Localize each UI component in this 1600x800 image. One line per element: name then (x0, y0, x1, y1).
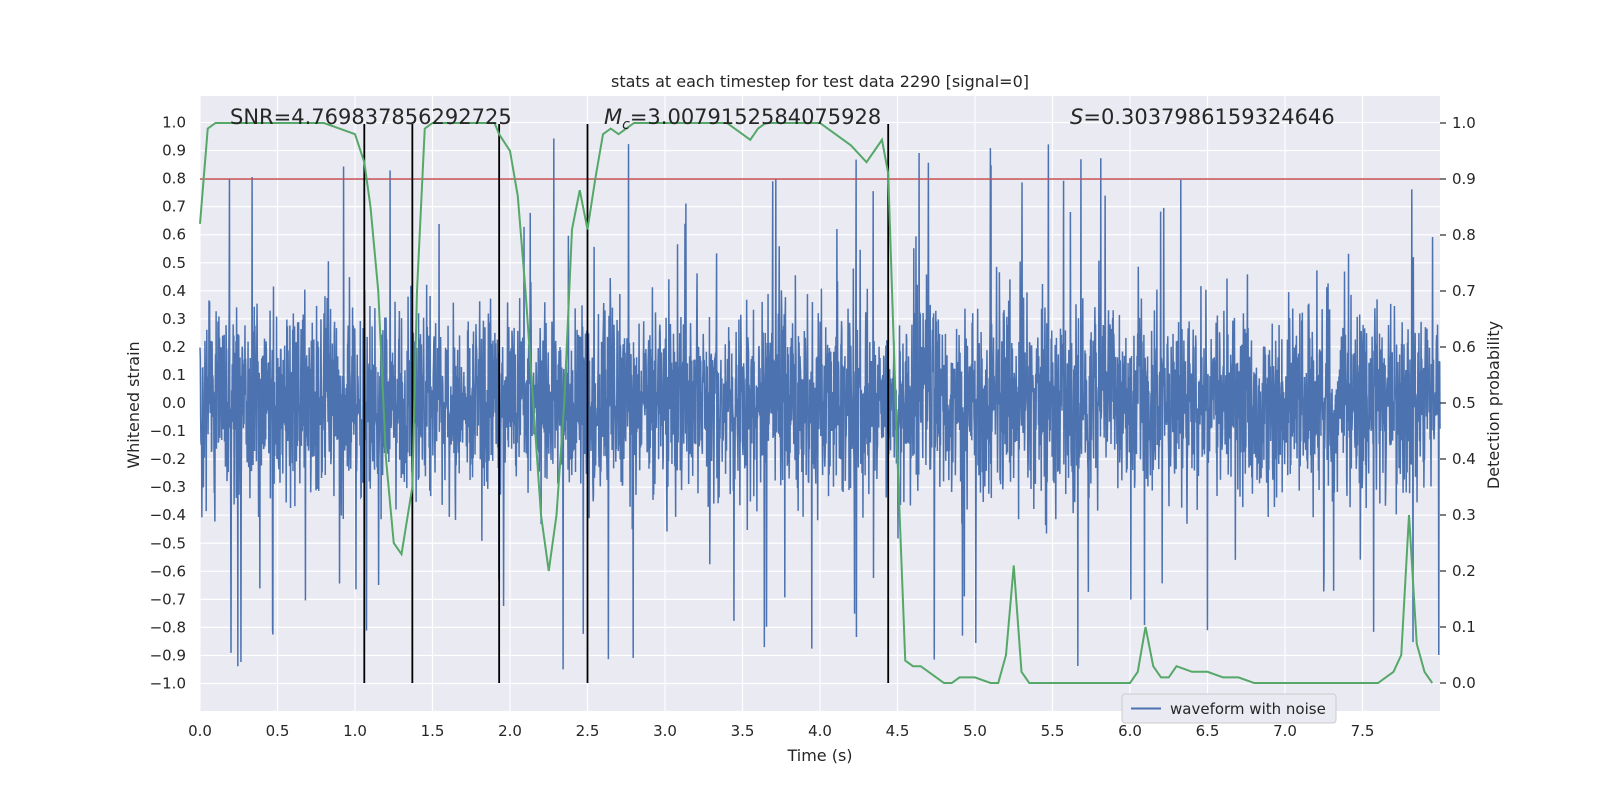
legend-label: waveform with noise (1170, 700, 1326, 718)
y-left-tick-label: 0.7 (162, 198, 186, 216)
y-right-tick-label: 0.6 (1452, 338, 1476, 356)
chart-title: stats at each timestep for test data 229… (611, 72, 1029, 91)
y-right-tick-label: 0.7 (1452, 282, 1476, 300)
x-axis-label: Time (s) (786, 746, 852, 765)
y-left-tick-label: −0.3 (150, 478, 186, 496)
y-left-tick-label: 0.6 (162, 226, 186, 244)
s-value: =0.3037986159324646 (1083, 105, 1334, 129)
x-tick-label: 6.5 (1196, 722, 1220, 740)
y-left-tick-label: −0.5 (150, 534, 186, 552)
y-axis-left-ticks: 1.0 0.9 0.8 0.7 0.6 0.5 0.4 0.3 0.2 0.1 0.0 −0.1 −0.… (150, 114, 186, 693)
y-left-tick-label: −0.4 (150, 506, 186, 524)
x-tick-label: 7.5 (1351, 722, 1375, 740)
y-left-tick-label: −0.1 (150, 422, 186, 440)
y-right-tick-label: 1.0 (1452, 114, 1476, 132)
probability-line (199, 122, 1434, 684)
y-left-tick-label: −0.6 (150, 562, 186, 580)
y-left-tick-label: 0.5 (162, 254, 186, 272)
s-symbol: S (1070, 105, 1083, 129)
chirp-mass-annotation: Mc=3.0079152584075928 (604, 105, 881, 133)
mc-subscript: c (622, 117, 630, 133)
x-tick-label: 2.0 (498, 722, 522, 740)
x-tick-label: 1.0 (343, 722, 367, 740)
y-left-tick-label: −1.0 (150, 675, 186, 693)
y-left-tick-label: −0.8 (150, 618, 186, 636)
snr-annotation: SNR=4.769837856292725 (230, 105, 512, 129)
y-left-tick-label: −0.7 (150, 590, 186, 608)
y-left-tick-label: 0.3 (162, 310, 186, 328)
x-tick-label: 0.0 (188, 722, 212, 740)
x-tick-label: 5.5 (1041, 722, 1065, 740)
x-tick-label: 1.5 (421, 722, 445, 740)
x-tick-label: 4.0 (808, 722, 832, 740)
y-left-tick-label: 0.0 (162, 394, 186, 412)
y-right-tick-label: 0.1 (1452, 618, 1476, 636)
y-left-tick-label: 0.1 (162, 366, 186, 384)
mc-value: =3.0079152584075928 (630, 105, 881, 129)
x-tick-label: 0.5 (266, 722, 290, 740)
vertical-markers (363, 124, 890, 683)
x-axis-ticks: 0.0 0.5 1.0 1.5 2.0 2.5 3.0 3.5 4.0 4.5 5.0 5.5 6.0 6… (188, 722, 1374, 740)
y-axis-right-ticks: 1.0 0.9 0.8 0.7 0.6 0.5 0.4 0.3 0.2 0.1 0.0 (1440, 114, 1476, 692)
y-left-tick-label: −0.2 (150, 450, 186, 468)
legend-box (1121, 693, 1337, 724)
y-right-tick-label: 0.9 (1452, 170, 1476, 188)
y-left-tick-label: 0.4 (162, 282, 186, 300)
mc-symbol: M (604, 105, 622, 129)
x-tick-label: 3.0 (653, 722, 677, 740)
s-annotation: S=0.3037986159324646 (1070, 105, 1335, 129)
y-right-tick-label: 0.5 (1452, 394, 1476, 412)
y-right-tick-label: 0.0 (1452, 674, 1476, 692)
x-tick-label: 4.5 (886, 722, 910, 740)
detection-probability-series (199, 122, 1434, 684)
x-tick-label: 7.0 (1273, 722, 1297, 740)
y-left-tick-label: 0.8 (162, 170, 186, 188)
x-tick-label: 3.5 (731, 722, 755, 740)
y-left-tick-label: 0.2 (162, 338, 186, 356)
y-axis-left-label: Whitened strain (124, 341, 143, 468)
y-left-tick-label: 0.9 (162, 142, 186, 160)
y-axis-right-label: Detection probability (1484, 321, 1503, 489)
x-tick-label: 6.0 (1118, 722, 1142, 740)
y-right-tick-label: 0.2 (1452, 562, 1476, 580)
y-right-tick-label: 0.3 (1452, 506, 1476, 524)
legend: waveform with noise (1121, 693, 1337, 724)
waveform-line (199, 138, 1441, 670)
y-left-tick-label: −0.9 (150, 646, 186, 664)
y-right-tick-label: 0.4 (1452, 450, 1476, 468)
y-left-tick-label: 1.0 (162, 114, 186, 132)
x-tick-label: 2.5 (576, 722, 600, 740)
waveform-series (199, 138, 1441, 670)
y-right-tick-label: 0.8 (1452, 226, 1476, 244)
x-tick-label: 5.0 (963, 722, 987, 740)
